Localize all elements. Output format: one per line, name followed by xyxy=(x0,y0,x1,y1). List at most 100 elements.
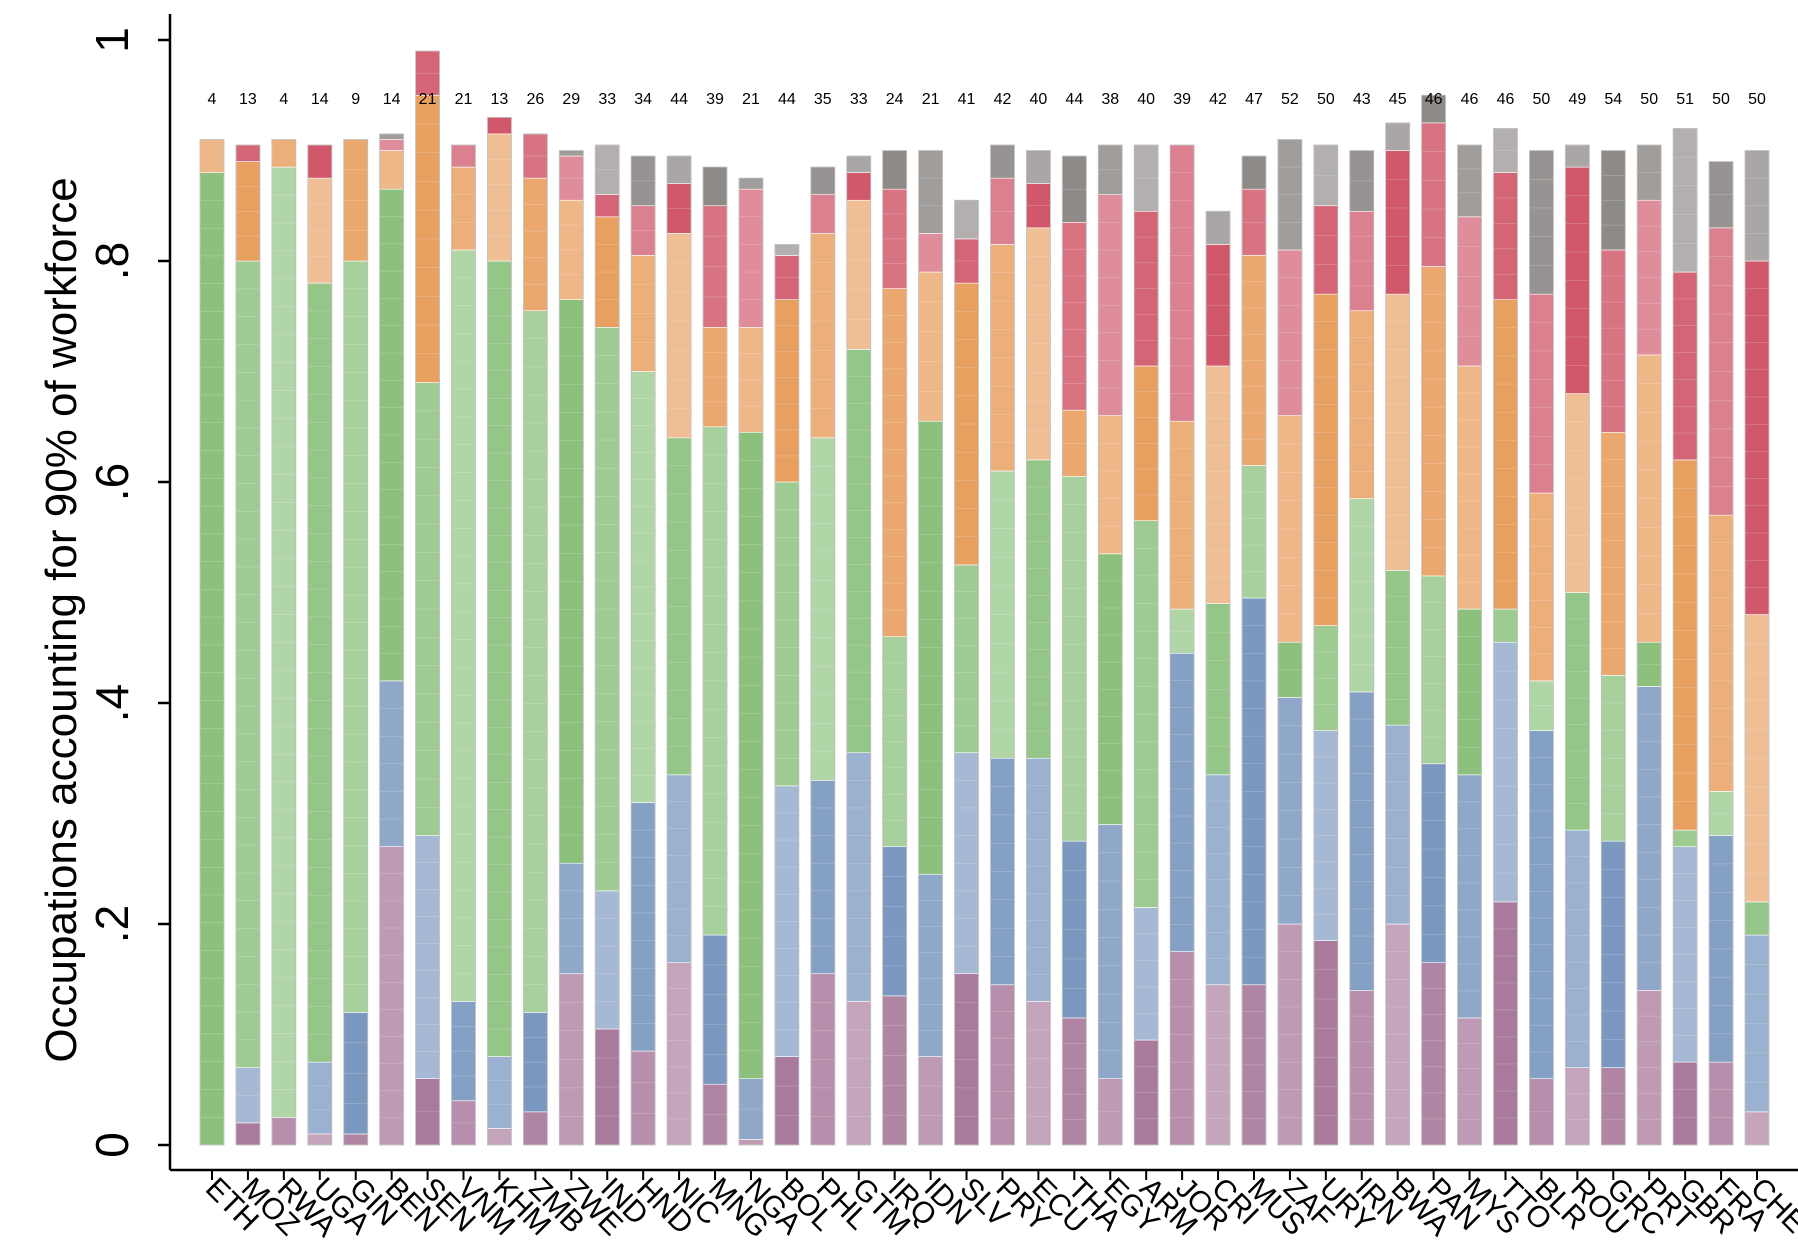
bar-segment-purple xyxy=(630,1050,656,1146)
occupation-count-label: 13 xyxy=(239,91,257,108)
bar-segment-orange xyxy=(487,133,512,262)
bar-segment-blue xyxy=(1421,763,1446,963)
bar-outline xyxy=(1133,144,1159,1146)
bar-segment-gray xyxy=(1672,128,1698,273)
bar-segment-orange xyxy=(1097,415,1123,555)
bar-segment-blue xyxy=(954,752,979,975)
bar-segment-green xyxy=(702,426,728,936)
bar-segment-blue xyxy=(738,1078,764,1140)
bar-segment-gray xyxy=(1205,210,1231,245)
bar-segment-orange xyxy=(954,282,979,566)
bar-segment-blue xyxy=(1529,730,1554,1080)
bar-segment-red xyxy=(738,188,764,328)
bar-outline xyxy=(307,144,333,1146)
occupation-count-label: 14 xyxy=(311,91,329,108)
bar-ury xyxy=(1313,144,1339,1146)
bar-segment-purple xyxy=(1672,1061,1698,1146)
bar-pan xyxy=(1421,94,1447,1146)
bar-segment-purple xyxy=(1349,989,1375,1146)
bar-segment-gray xyxy=(1026,150,1051,184)
bar-segment-green xyxy=(343,260,369,1013)
y-axis-label: Occupations accounting for 90% of workfo… xyxy=(37,177,86,1062)
occupation-count-label: 21 xyxy=(922,91,940,108)
bar-segment-green xyxy=(451,249,476,1002)
bar-segment-blue xyxy=(1313,730,1339,941)
occupation-count-label: 42 xyxy=(994,91,1012,108)
occupation-count-label: 26 xyxy=(526,91,544,108)
bar-segment-gray xyxy=(990,144,1015,179)
bar-segment-green xyxy=(954,564,979,754)
bar-segment-green xyxy=(379,188,404,682)
bar-segment-purple xyxy=(882,995,907,1146)
bar-segment-purple xyxy=(666,962,692,1146)
bar-segment-blue xyxy=(1708,835,1734,1063)
bar-outline xyxy=(271,139,297,1146)
occupation-count-label: 35 xyxy=(814,91,832,108)
bar-segment-orange xyxy=(1636,354,1662,643)
occupation-count-label: 29 xyxy=(562,91,580,108)
bar-segment-orange xyxy=(1744,614,1770,903)
occupation-count-label: 46 xyxy=(1461,91,1479,108)
occupation-count-label: 33 xyxy=(598,91,616,108)
bar-segment-gray xyxy=(810,166,836,195)
bar-segment-green xyxy=(1565,592,1590,831)
bar-segment-red xyxy=(1277,249,1303,416)
bar-segment-red xyxy=(235,144,261,162)
bar-segment-orange xyxy=(1169,420,1195,610)
bar-segment-green xyxy=(630,371,656,803)
bar-segment-orange xyxy=(990,244,1015,472)
bar-gin xyxy=(343,139,369,1146)
bar-segment-orange xyxy=(738,326,764,433)
bar-fra xyxy=(1708,161,1734,1146)
bar-segment-purple xyxy=(1277,923,1303,1146)
bar-prt xyxy=(1636,144,1662,1146)
occupation-count-label: 50 xyxy=(1533,91,1551,108)
bar-segment-blue xyxy=(1241,597,1267,986)
bar-segment-green xyxy=(738,431,764,1079)
bar-segment-purple xyxy=(1493,901,1518,1146)
bar-outline xyxy=(1061,155,1087,1146)
bar-outline xyxy=(1600,150,1626,1146)
bar-segment-gray xyxy=(774,244,800,256)
bar-segment-green xyxy=(199,172,225,1146)
occupation-count-label: 14 xyxy=(383,91,401,108)
occupation-count-label: 46 xyxy=(1497,91,1515,108)
bar-segment-purple xyxy=(523,1111,548,1146)
bar-segment-blue xyxy=(918,873,943,1057)
bar-segment-green xyxy=(1421,575,1446,765)
bar-uga xyxy=(307,144,333,1146)
bar-outline xyxy=(1025,150,1051,1146)
bar-zaf xyxy=(1277,139,1303,1146)
bar-outline xyxy=(702,166,728,1146)
bar-segment-orange xyxy=(1062,409,1087,477)
occupation-count-label: 50 xyxy=(1317,91,1335,108)
bar-segment-purple xyxy=(1744,1111,1770,1146)
bar-outline xyxy=(846,155,872,1146)
bar-segment-green xyxy=(1457,608,1482,776)
bar-segment-blue xyxy=(1385,724,1410,925)
bar-outline xyxy=(1313,144,1339,1146)
bar-segment-gray xyxy=(1708,161,1734,229)
bar-segment-green xyxy=(559,299,584,864)
y-tick-label: 0 xyxy=(86,1132,138,1158)
bar-segment-orange xyxy=(523,177,548,312)
bar-ben xyxy=(379,133,405,1146)
bar-outline xyxy=(1708,161,1734,1146)
y-tick-label: .4 xyxy=(86,684,138,722)
bar-segment-gray xyxy=(559,150,584,157)
bar-grc xyxy=(1600,150,1626,1146)
bar-segment-red xyxy=(1385,150,1410,295)
occupation-count-label: 34 xyxy=(634,91,652,108)
bar-outline xyxy=(594,144,620,1146)
bar-segment-orange xyxy=(702,326,728,428)
bar-segment-purple xyxy=(307,1133,333,1146)
occupation-count-label: 50 xyxy=(1640,91,1658,108)
bar-rou xyxy=(1564,144,1590,1146)
occupation-count-label: 21 xyxy=(419,91,437,108)
bar-segment-blue xyxy=(882,846,907,997)
bar-segment-purple xyxy=(918,1056,943,1146)
bar-outline xyxy=(199,139,225,1146)
bar-segment-orange xyxy=(1349,310,1375,499)
bar-segment-gray xyxy=(846,155,872,173)
